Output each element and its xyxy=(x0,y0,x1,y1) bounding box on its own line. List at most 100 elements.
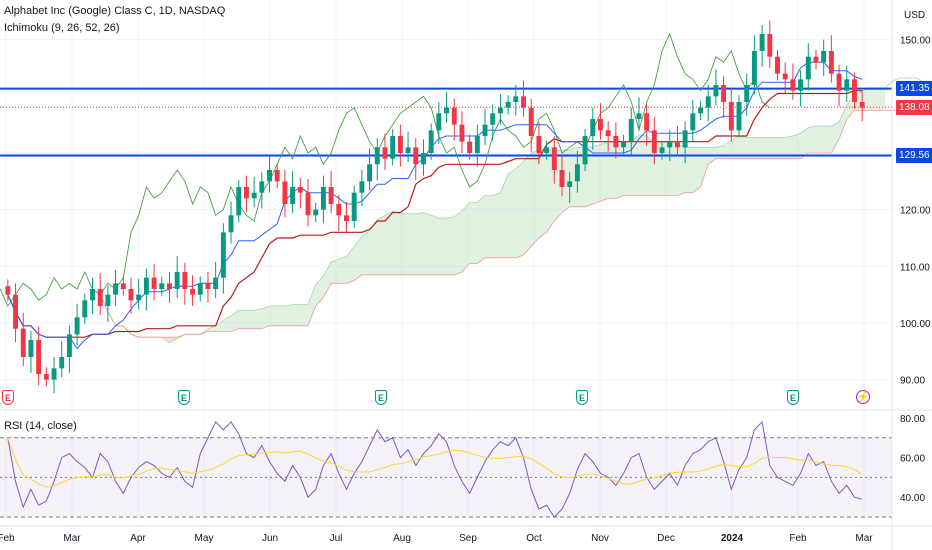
candle-body xyxy=(251,192,257,199)
cloud-segment xyxy=(746,137,755,159)
candle xyxy=(359,170,365,207)
earnings-event-icon[interactable]: E xyxy=(576,390,588,405)
symbol-title[interactable]: Alphabet Inc (Google) Class C, 1D, NASDA… xyxy=(4,5,226,17)
y-tick-label: 100.00 xyxy=(900,319,931,330)
candle xyxy=(305,179,311,227)
candle xyxy=(297,177,303,209)
candle-body xyxy=(66,334,72,357)
rsi-tick-label: 40.00 xyxy=(900,493,925,504)
candle xyxy=(336,194,342,232)
earnings-event-icon[interactable]: E xyxy=(787,390,799,405)
candle xyxy=(159,276,165,296)
candle-body xyxy=(674,141,680,148)
candle-body xyxy=(374,147,380,165)
candle-body xyxy=(151,277,157,289)
candle-body xyxy=(167,283,172,289)
cloud-segment xyxy=(415,212,424,275)
grid-lines xyxy=(0,0,892,523)
candle-body xyxy=(682,130,688,148)
candle xyxy=(120,276,126,296)
candle-body xyxy=(413,147,419,165)
earnings-event-icon[interactable]: E xyxy=(178,390,190,405)
cloud-segment xyxy=(361,230,370,275)
cloud-segment xyxy=(669,141,678,196)
cloud-segment xyxy=(231,310,239,332)
cloud-segment xyxy=(608,141,616,199)
last-price-tag: 138.08 xyxy=(896,99,932,115)
candle xyxy=(236,180,242,223)
cloud-segment xyxy=(207,325,216,332)
candle-body xyxy=(59,357,65,369)
candle xyxy=(59,341,65,378)
candle-body xyxy=(136,294,142,301)
candle-body xyxy=(228,215,234,233)
rsi-legend[interactable]: RSI (14, close) xyxy=(4,420,77,432)
candle-body xyxy=(436,113,442,131)
cloud-segment xyxy=(531,150,539,247)
cloud-segment xyxy=(469,202,478,264)
ichimoku-cloud xyxy=(99,77,932,344)
candle-body xyxy=(467,141,473,153)
candle xyxy=(28,330,34,373)
candle-body xyxy=(213,277,219,289)
cloud-segment xyxy=(877,87,886,111)
candle-body xyxy=(567,181,573,187)
candle-body xyxy=(836,73,842,91)
candlestick-series[interactable] xyxy=(5,20,865,394)
cloud-segment xyxy=(292,304,301,326)
candle-body xyxy=(713,85,719,97)
rsi-line xyxy=(7,420,863,518)
cloud-segment xyxy=(346,246,355,284)
candle-body xyxy=(559,170,565,187)
candle xyxy=(328,171,334,214)
currency-label[interactable]: USD xyxy=(904,10,926,21)
candle-body xyxy=(851,79,857,102)
candle-body xyxy=(690,113,696,131)
candle xyxy=(621,134,627,155)
y-tick-label: 150.00 xyxy=(900,36,931,47)
candle-body xyxy=(336,204,342,216)
level-price-tag: 129.56 xyxy=(896,147,932,163)
candle xyxy=(397,124,403,167)
candle xyxy=(667,130,673,161)
candle xyxy=(821,39,827,76)
candle-body xyxy=(805,56,811,80)
horizontal-levels[interactable] xyxy=(0,87,892,157)
candle xyxy=(420,139,426,176)
candle xyxy=(467,134,473,160)
candle xyxy=(174,256,180,299)
candle xyxy=(13,283,19,343)
candle-body xyxy=(598,119,603,131)
cloud-segment xyxy=(769,137,778,159)
x-tick-label: Mar xyxy=(63,533,81,544)
candle-body xyxy=(621,141,627,148)
candle xyxy=(205,272,211,303)
y-tick-label: 120.00 xyxy=(900,206,931,217)
cloud-segment xyxy=(461,202,470,272)
dividend-event-icon[interactable]: ⚡ xyxy=(856,390,870,404)
cloud-segment xyxy=(777,137,786,159)
candle-body xyxy=(528,107,534,136)
candle-body xyxy=(659,147,665,153)
base-line xyxy=(7,90,863,338)
candle-body xyxy=(174,272,180,289)
earnings-event-icon[interactable]: E xyxy=(2,390,14,405)
candle-body xyxy=(282,181,288,204)
indicator-legend[interactable]: Ichimoku (9, 26, 52, 26) xyxy=(4,22,120,34)
cloud-segment xyxy=(308,284,316,326)
cloud-segment xyxy=(377,215,385,275)
candle xyxy=(105,285,111,322)
candle xyxy=(344,201,349,233)
cloud-segment xyxy=(523,153,532,255)
cloud-segment xyxy=(238,310,247,329)
candle xyxy=(390,129,396,166)
candle xyxy=(43,367,49,387)
candle xyxy=(490,104,496,141)
cloud-segment xyxy=(315,276,324,306)
candle xyxy=(574,150,580,193)
candle-body xyxy=(397,136,403,153)
candle xyxy=(267,156,272,193)
candle xyxy=(590,107,596,150)
earnings-event-icon[interactable]: E xyxy=(375,390,387,405)
